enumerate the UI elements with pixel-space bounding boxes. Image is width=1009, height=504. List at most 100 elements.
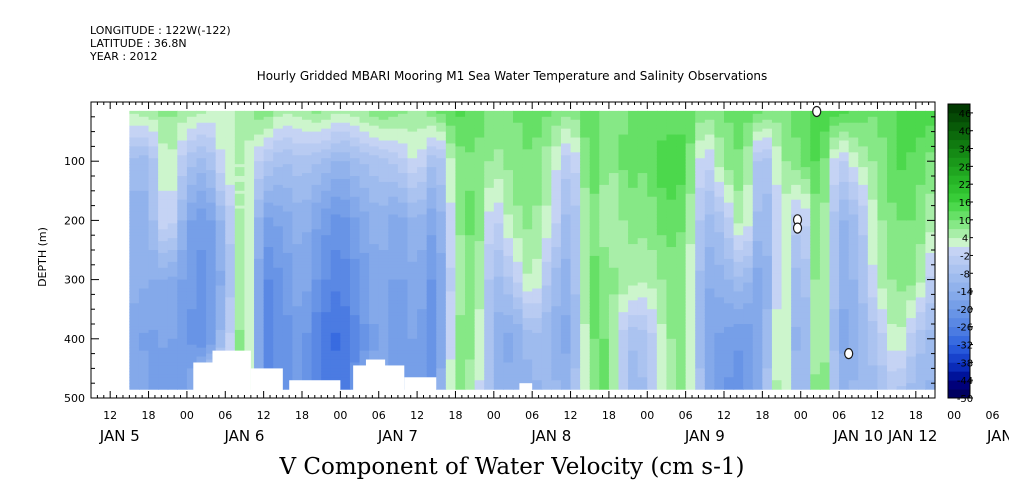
heatmap-cell bbox=[580, 291, 591, 295]
heatmap-cell bbox=[560, 350, 572, 355]
heatmap-cell bbox=[196, 255, 207, 260]
heatmap-cell bbox=[513, 326, 524, 331]
heatmap-cell bbox=[532, 297, 543, 301]
heatmap-cell bbox=[292, 143, 303, 147]
heatmap-cell bbox=[465, 291, 476, 295]
heatmap-cell bbox=[340, 205, 351, 210]
heatmap-cell bbox=[417, 217, 428, 221]
heatmap-cell bbox=[167, 155, 178, 159]
heatmap-cell bbox=[599, 347, 610, 352]
heatmap-cell bbox=[513, 341, 524, 346]
heatmap-cell bbox=[388, 276, 399, 281]
heatmap-cell bbox=[484, 294, 495, 298]
heatmap-cell bbox=[225, 220, 236, 224]
heatmap-cell bbox=[196, 335, 207, 340]
heatmap-cell bbox=[349, 187, 361, 192]
heatmap-cell bbox=[148, 279, 159, 284]
heatmap-cell bbox=[273, 276, 284, 281]
heatmap-cell bbox=[628, 202, 639, 207]
heatmap-cell bbox=[369, 247, 380, 251]
heatmap-cell bbox=[580, 214, 591, 219]
heatmap-cell bbox=[455, 184, 466, 189]
heatmap-cell bbox=[417, 279, 428, 284]
heatmap-cell bbox=[302, 344, 313, 349]
heatmap-cell bbox=[234, 193, 246, 198]
heatmap-cell bbox=[369, 181, 380, 186]
heatmap-cell bbox=[407, 161, 418, 165]
heatmap-cell bbox=[273, 329, 284, 334]
heatmap-cell bbox=[263, 173, 274, 177]
heatmap-cell bbox=[503, 199, 514, 204]
heatmap-cell bbox=[580, 326, 591, 331]
heatmap-cell bbox=[608, 264, 620, 269]
heatmap-cell bbox=[397, 241, 409, 245]
heatmap-cell bbox=[551, 229, 562, 233]
heatmap-cell bbox=[445, 193, 457, 198]
heatmap-cell bbox=[397, 285, 409, 290]
heatmap-cell bbox=[417, 152, 428, 156]
heatmap-cell bbox=[628, 380, 639, 384]
heatmap-cell bbox=[580, 232, 591, 236]
heatmap-cell bbox=[397, 214, 409, 219]
heatmap-cell bbox=[302, 332, 313, 337]
heatmap-cell bbox=[417, 190, 428, 195]
heatmap-cell bbox=[254, 223, 265, 227]
heatmap-cell bbox=[177, 244, 188, 248]
heatmap-cell bbox=[225, 315, 236, 319]
heatmap-cell bbox=[560, 211, 572, 216]
heatmap-cell bbox=[628, 258, 639, 263]
heatmap-cell bbox=[455, 276, 466, 281]
heatmap-cell bbox=[560, 202, 572, 207]
heatmap-cell bbox=[292, 335, 303, 340]
heatmap-cell bbox=[311, 170, 322, 174]
heatmap-cell bbox=[138, 116, 150, 121]
heatmap-cell bbox=[282, 374, 294, 378]
heatmap-cell bbox=[138, 205, 150, 210]
heatmap-cell bbox=[570, 149, 581, 153]
heatmap-cell bbox=[311, 125, 322, 130]
heatmap-cell bbox=[551, 178, 562, 183]
heatmap-cell bbox=[369, 309, 380, 313]
heatmap-cell bbox=[570, 315, 581, 319]
heatmap-cell bbox=[465, 158, 476, 162]
heatmap-cell bbox=[493, 226, 505, 230]
heatmap-cell bbox=[513, 344, 524, 349]
heatmap-cell bbox=[560, 374, 572, 378]
heatmap-cell bbox=[513, 359, 524, 364]
heatmap-cell bbox=[340, 244, 351, 248]
heatmap-cell bbox=[186, 341, 198, 346]
heatmap-cell bbox=[445, 300, 457, 304]
heatmap-cell bbox=[359, 181, 370, 186]
heatmap-cell bbox=[426, 300, 437, 304]
heatmap-cell bbox=[158, 161, 169, 165]
heatmap-cell bbox=[465, 252, 476, 257]
heatmap-cell bbox=[484, 214, 495, 219]
heatmap-cell bbox=[397, 220, 409, 224]
heatmap-cell bbox=[455, 324, 466, 328]
heatmap-cell bbox=[426, 255, 437, 260]
heatmap-cell bbox=[282, 329, 294, 334]
heatmap-cell bbox=[378, 146, 389, 150]
heatmap-cell bbox=[330, 309, 341, 313]
heatmap-cell bbox=[206, 140, 217, 145]
heatmap-cell bbox=[618, 152, 629, 156]
heatmap-cell bbox=[570, 300, 581, 304]
heatmap-cell bbox=[186, 226, 198, 230]
heatmap-cell bbox=[541, 155, 552, 159]
heatmap-cell bbox=[148, 229, 159, 233]
heatmap-cell bbox=[503, 365, 514, 369]
heatmap-cell bbox=[484, 371, 495, 375]
heatmap-cell bbox=[532, 170, 543, 174]
heatmap-cell bbox=[302, 196, 313, 201]
heatmap-cell bbox=[388, 359, 399, 364]
heatmap-cell bbox=[426, 285, 437, 290]
heatmap-cell bbox=[186, 143, 198, 147]
heatmap-cell bbox=[628, 226, 639, 230]
heatmap-cell bbox=[206, 359, 217, 364]
heatmap-cell bbox=[167, 232, 178, 236]
heatmap-cell bbox=[359, 306, 370, 310]
heatmap-cell bbox=[273, 220, 284, 224]
heatmap-cell bbox=[273, 294, 284, 298]
heatmap-cell bbox=[426, 241, 437, 245]
heatmap-cell bbox=[445, 250, 457, 254]
